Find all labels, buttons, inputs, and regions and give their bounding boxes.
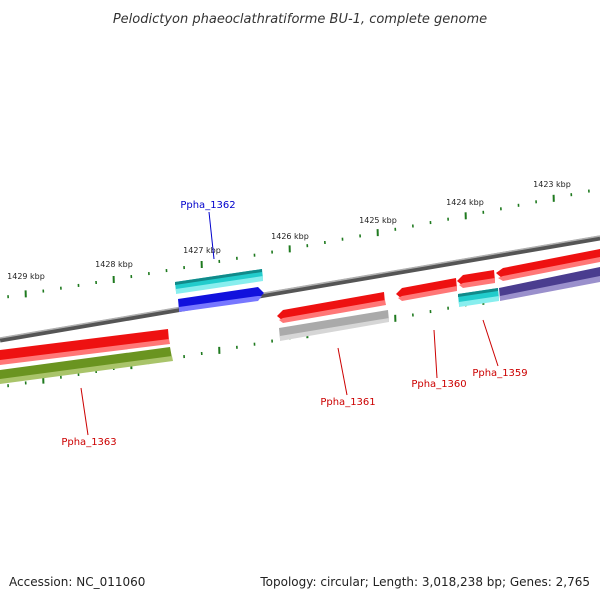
gene-feature-ppha-1363[interactable]	[0, 347, 173, 384]
label-leader-lines	[80, 211, 499, 436]
leader-ppha-1360	[433, 329, 438, 379]
tick-label-1425: 1425 kbp	[359, 216, 397, 225]
tick-label-1424: 1424 kbp	[446, 198, 484, 207]
genome-backbone-highlight	[0, 235, 600, 339]
tick-label-1428: 1428 kbp	[95, 260, 133, 269]
gene-label-ppha-1360[interactable]: Ppha_1360	[411, 379, 466, 390]
gene-labels: Ppha_1362 Ppha_1361 Ppha_1360 Ppha_1359 …	[61, 200, 527, 448]
leader-ppha-1361	[337, 347, 348, 396]
topology-text: Topology: circular; Length: 3,018,238 bp…	[259, 575, 590, 589]
tick-label-1426: 1426 kbp	[271, 232, 309, 241]
gene-label-ppha-1359[interactable]: Ppha_1359	[472, 368, 527, 379]
accession-text: Accession: NC_011060	[9, 575, 145, 589]
tick-label-1423: 1423 kbp	[533, 180, 571, 189]
gene-label-ppha-1361[interactable]: Ppha_1361	[320, 397, 375, 408]
leader-ppha-1359	[482, 319, 499, 367]
gene-feature-ppha-1361[interactable]	[277, 292, 386, 323]
genome-backbone	[0, 235, 600, 343]
gene-feature-navy[interactable]	[499, 267, 600, 301]
tick-label-1429: 1429 kbp	[7, 272, 45, 281]
gene-feature-ppha-1359[interactable]	[458, 288, 499, 307]
tick-row-upper	[7, 189, 590, 299]
leader-ppha-1362	[208, 211, 215, 260]
gene-feature-ppha-1360[interactable]	[396, 278, 457, 301]
gene-feature-red-left[interactable]	[0, 329, 170, 365]
gene-feature-grey[interactable]	[279, 310, 389, 341]
tick-label-1427: 1427 kbp	[183, 246, 221, 255]
genome-title: Pelodictyon phaeoclathratiforme BU-1, co…	[113, 12, 487, 27]
leader-ppha-1363	[80, 387, 89, 436]
tick-labels: 1429 kbp 1428 kbp 1427 kbp 1426 kbp 1425…	[7, 180, 571, 281]
gene-feature-red-short[interactable]	[457, 270, 495, 288]
gene-feature-cyan-upper[interactable]	[175, 269, 263, 294]
gene-feature-red-right[interactable]	[496, 249, 600, 281]
gene-label-ppha-1362[interactable]: Ppha_1362	[180, 200, 235, 211]
gene-feature-ppha-1362[interactable]	[178, 287, 264, 312]
gene-label-ppha-1363[interactable]: Ppha_1363	[61, 437, 116, 448]
